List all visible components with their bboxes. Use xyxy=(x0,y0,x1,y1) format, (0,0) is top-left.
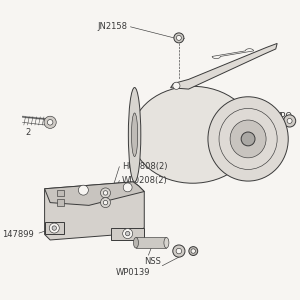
FancyBboxPatch shape xyxy=(57,190,64,196)
Circle shape xyxy=(191,249,196,253)
Ellipse shape xyxy=(131,113,138,157)
Ellipse shape xyxy=(241,132,255,146)
Polygon shape xyxy=(171,44,277,89)
Circle shape xyxy=(176,35,181,40)
Circle shape xyxy=(123,183,132,192)
FancyBboxPatch shape xyxy=(57,199,64,206)
Polygon shape xyxy=(45,182,144,240)
Circle shape xyxy=(176,248,182,254)
Circle shape xyxy=(100,188,110,198)
Ellipse shape xyxy=(132,86,254,183)
Circle shape xyxy=(49,223,59,233)
Text: JN2158: JN2158 xyxy=(98,22,128,31)
Text: 2: 2 xyxy=(25,128,31,136)
Text: HU0808(2): HU0808(2) xyxy=(122,162,168,171)
Ellipse shape xyxy=(128,88,141,182)
Circle shape xyxy=(189,247,198,256)
Circle shape xyxy=(52,226,56,230)
Ellipse shape xyxy=(208,97,288,181)
Polygon shape xyxy=(45,182,144,206)
Ellipse shape xyxy=(134,238,139,248)
Ellipse shape xyxy=(230,120,266,158)
Circle shape xyxy=(103,191,108,195)
FancyBboxPatch shape xyxy=(136,238,167,248)
Polygon shape xyxy=(111,227,144,240)
Circle shape xyxy=(173,82,180,89)
Circle shape xyxy=(47,119,53,125)
Ellipse shape xyxy=(164,238,169,248)
Text: WP0139: WP0139 xyxy=(115,268,150,277)
Circle shape xyxy=(284,115,296,127)
Circle shape xyxy=(173,245,185,257)
Circle shape xyxy=(287,118,292,123)
Circle shape xyxy=(103,200,108,205)
Polygon shape xyxy=(212,49,254,58)
Circle shape xyxy=(174,33,184,43)
Text: WPO: WPO xyxy=(272,112,292,121)
Circle shape xyxy=(123,229,133,238)
Circle shape xyxy=(125,231,130,236)
Circle shape xyxy=(44,116,56,128)
Polygon shape xyxy=(45,222,64,234)
Text: 147899: 147899 xyxy=(2,230,34,239)
Circle shape xyxy=(100,198,110,208)
Text: NSS: NSS xyxy=(144,256,161,266)
Text: WL0208(2): WL0208(2) xyxy=(122,176,168,185)
Circle shape xyxy=(78,185,88,195)
